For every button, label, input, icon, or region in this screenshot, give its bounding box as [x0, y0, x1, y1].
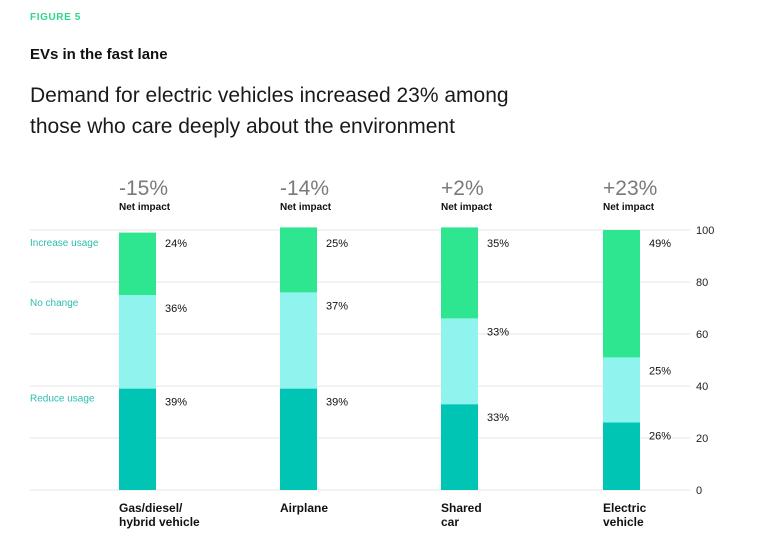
y-tick-label: 20: [696, 433, 708, 445]
y-tick-label: 80: [696, 277, 708, 289]
net-impact-value: -14%: [280, 177, 329, 200]
bar-increase: [119, 232, 156, 295]
net-impact-value: -15%: [119, 177, 168, 200]
bar-no-change: [441, 318, 478, 405]
category-label: car: [441, 515, 459, 529]
category-label: hybrid vehicle: [119, 515, 200, 529]
bar-no-change: [280, 292, 317, 389]
y-tick-label: 60: [696, 329, 708, 341]
net-impact-caption: Net impact: [603, 202, 655, 213]
value-label-increase: 49%: [649, 238, 671, 250]
y-tick-label: 0: [696, 485, 702, 497]
legend-reduce-usage: Reduce usage: [30, 394, 95, 405]
net-impact-value: +23%: [603, 177, 657, 200]
net-impact-caption: Net impact: [280, 202, 332, 213]
chart-title: EVs in the fast lane: [30, 46, 168, 63]
value-label-increase: 35%: [487, 238, 509, 250]
y-tick-label: 100: [696, 225, 714, 237]
y-tick-label: 40: [696, 381, 708, 393]
value-label-no-change: 37%: [326, 300, 348, 312]
category-label: Gas/diesel/: [119, 501, 183, 515]
value-label-no-change: 36%: [165, 303, 187, 315]
net-impact-caption: Net impact: [119, 202, 171, 213]
category-label: Airplane: [280, 501, 328, 515]
net-impact-caption: Net impact: [441, 202, 493, 213]
net-impact-value: +2%: [441, 177, 484, 200]
bar-reduce: [603, 422, 640, 490]
value-label-reduce: 26%: [649, 430, 671, 442]
value-label-no-change: 33%: [487, 326, 509, 338]
bar-increase: [441, 227, 478, 319]
headline: Demand for electric vehicles increased 2…: [30, 84, 509, 138]
bar-reduce: [119, 388, 156, 490]
bar-increase: [280, 227, 317, 293]
bar-no-change: [603, 357, 640, 423]
bar-no-change: [119, 295, 156, 389]
category-label: Shared: [441, 501, 482, 515]
value-label-reduce: 39%: [165, 397, 187, 409]
category-label: vehicle: [603, 515, 644, 529]
bar-increase: [603, 230, 640, 358]
legend-no-change: No change: [30, 298, 79, 309]
value-label-reduce: 39%: [326, 397, 348, 409]
value-label-reduce: 33%: [487, 412, 509, 424]
legend-increase-usage: Increase usage: [30, 238, 99, 249]
value-label-no-change: 25%: [649, 365, 671, 377]
category-label: Electric: [603, 501, 647, 515]
bar-reduce: [441, 404, 478, 490]
bar-reduce: [280, 388, 317, 490]
value-label-increase: 25%: [326, 238, 348, 250]
value-label-increase: 24%: [165, 238, 187, 250]
figure-label: FIGURE 5: [30, 12, 81, 23]
